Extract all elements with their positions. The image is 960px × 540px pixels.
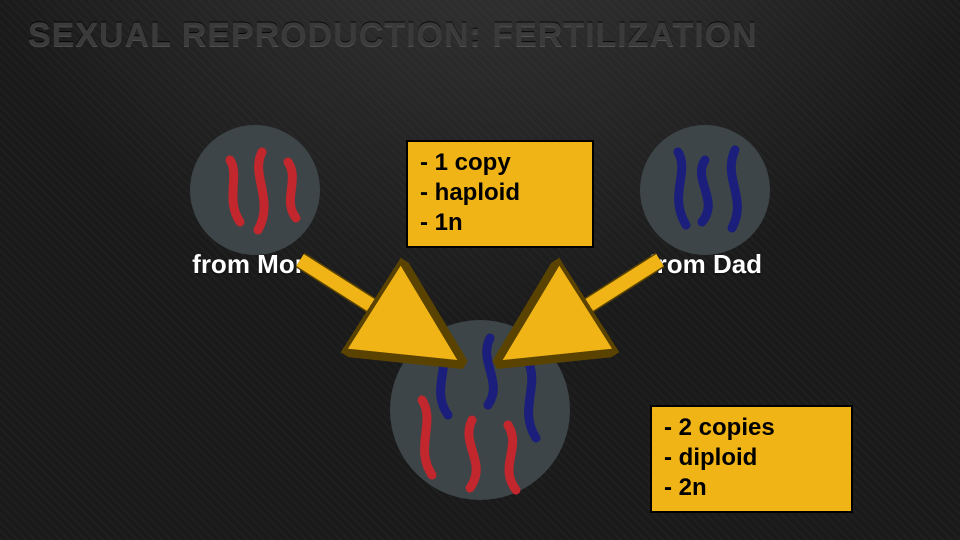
slide-stage: SEXUAL REPRODUCTION: FERTILIZATION from … [0,0,960,540]
callout-line: - 2n [664,473,839,503]
label-from-mom: from Mom [165,249,345,280]
callout-diploid: - 2 copies - diploid - 2n [650,405,853,513]
sperm-cell [640,125,770,255]
callout-line: - 1n [420,208,580,238]
zygote-cell [390,320,570,500]
callout-line: - 1 copy [420,148,580,178]
callout-haploid: - 1 copy - haploid - 1n [406,140,594,248]
label-from-dad: from Dad [615,249,795,280]
callout-line: - diploid [664,443,839,473]
callout-line: - 2 copies [664,413,839,443]
callout-line: - haploid [420,178,580,208]
slide-title: SEXUAL REPRODUCTION: FERTILIZATION [28,16,758,55]
egg-cell [190,125,320,255]
